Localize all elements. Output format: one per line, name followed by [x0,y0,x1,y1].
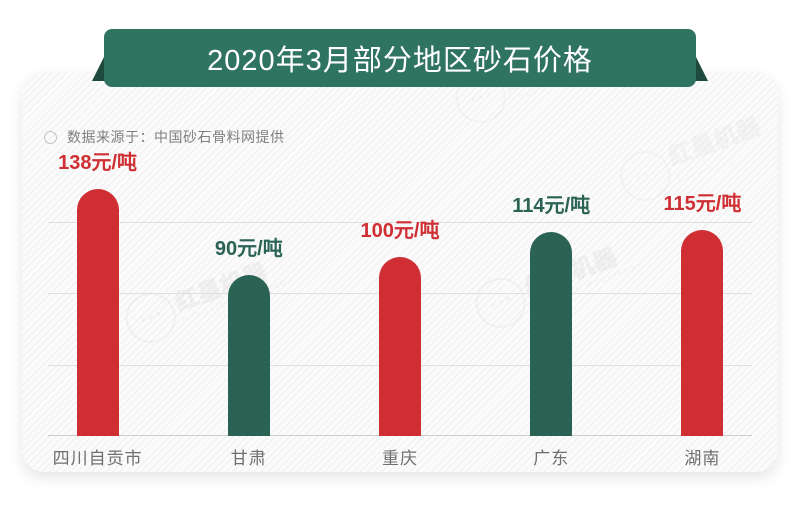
plot-area: 138元/吨 90元/吨 100元/吨 114元/吨 115元/吨 [22,150,778,436]
bar-value-label: 90元/吨 [214,238,283,261]
category-label: 四川自贡市 [52,449,143,468]
ribbon-body: 2020年3月部分地区砂石价格 [104,29,696,87]
bar-slot: 115元/吨 [627,150,778,436]
bar-value-label: 114元/吨 [512,195,591,218]
category-label: 甘肃 [230,449,267,468]
bar[interactable] [379,257,421,436]
bar[interactable] [681,230,724,436]
data-source-text: 数据来源于：中国砂石骨料网提供 [67,129,285,145]
bar[interactable] [530,232,573,436]
category-label: 重庆 [382,449,418,468]
bar[interactable] [227,275,270,436]
bar-slot: 114元/吨 [476,150,627,436]
page-title: 2020年3月部分地区砂石价格 [207,45,593,77]
bar[interactable] [76,189,119,436]
circle-outline-icon [44,130,57,144]
category-axis: 四川自贡市 甘肃 重庆 广东 湖南 [22,444,778,469]
category-label: 广东 [533,449,570,468]
bar-slot: 90元/吨 [173,150,324,436]
bar-series: 138元/吨 90元/吨 100元/吨 114元/吨 115元/吨 [22,150,778,436]
data-source-line: 数据来源于：中国砂石骨料网提供 [44,127,285,147]
bar-slot: 100元/吨 [324,150,475,436]
bar-value-label: 138元/吨 [58,152,138,175]
category-label: 湖南 [684,449,721,468]
gridline [48,221,752,223]
bar-value-label: 100元/吨 [360,220,440,243]
title-ribbon: 2020年3月部分地区砂石价格 [92,29,708,87]
bar-value-label: 115元/吨 [663,193,742,216]
bar-slot: 138元/吨 [22,150,173,436]
